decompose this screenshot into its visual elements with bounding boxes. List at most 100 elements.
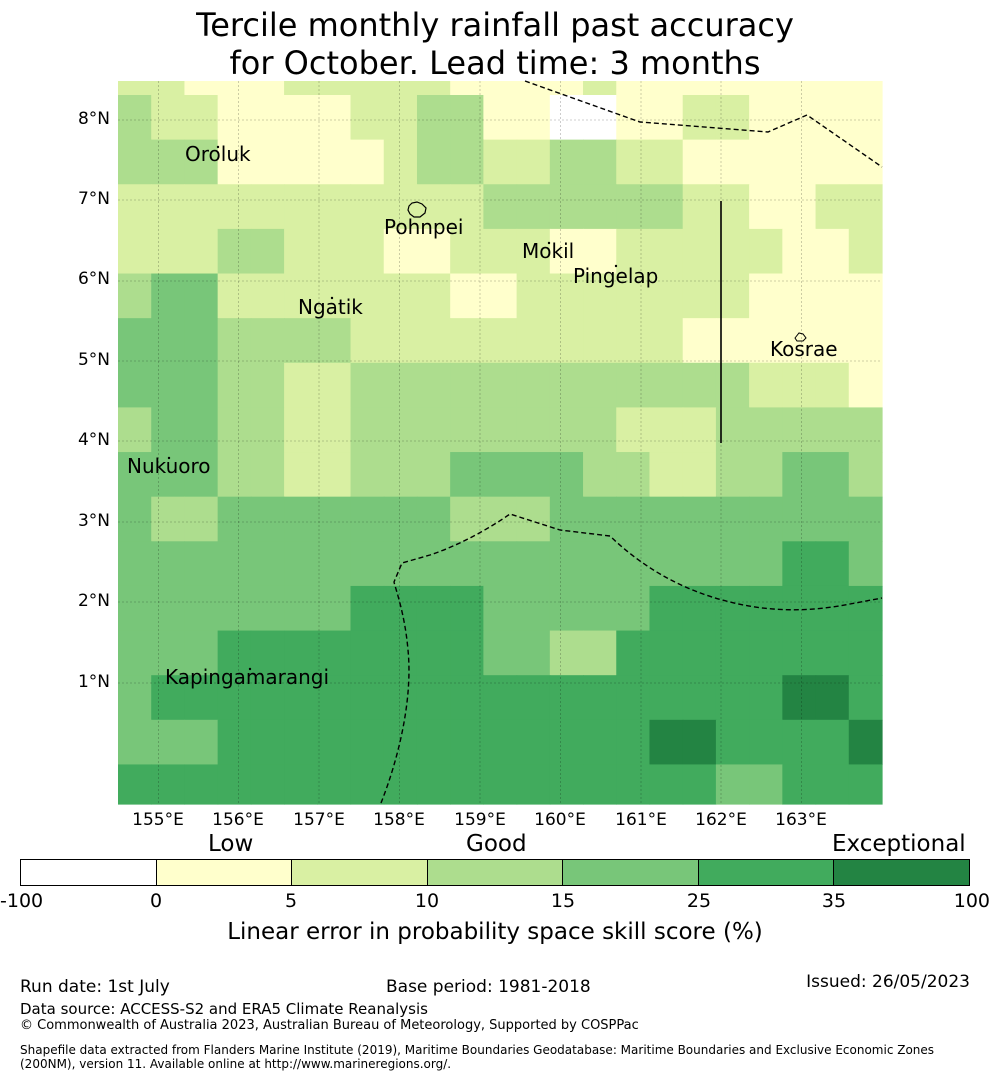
grid-cell [616,407,651,453]
colorbar-tick-100: 100 [953,890,990,912]
grid-cell [383,630,418,676]
grid-cell [217,541,252,587]
grid-cell [815,362,850,409]
grid-cell [616,95,651,141]
grid-cell [815,273,850,319]
grid-cell [715,95,750,141]
grid-cell [516,228,551,275]
grid-cell [516,496,551,542]
grid-cell [217,719,252,766]
oroluk-atoll-marker [216,145,220,149]
grid-cell [749,273,783,319]
grid-cell [317,407,352,453]
ngatik-atoll-marker [330,296,334,300]
colorbar-segment-1 [21,860,157,885]
grid-cell [583,541,617,587]
grid-cell [317,452,352,498]
grid-cell [516,318,551,364]
grid-cell [483,362,518,409]
grid-cell [549,719,584,766]
grid-cell [483,764,518,805]
grid-cell [118,719,152,766]
lat-label-5n: 5°N [77,350,110,370]
grid-cell [284,139,318,185]
grid-cell [483,184,518,230]
grid-cell [682,273,717,319]
grid-cell [749,496,783,542]
grid-cell [383,95,418,141]
mokil-atoll-marker [547,241,551,245]
grid-cell [848,585,883,632]
place-label-ngatik: Ngatik [298,295,363,319]
grid-cell [450,675,484,721]
grid-cell [217,139,252,185]
grid-cell [583,675,617,721]
grid-cell [450,496,484,542]
grid-cell [549,184,584,230]
grid-cell [118,318,152,364]
grid-cell [118,139,152,185]
grid-cell [151,273,186,319]
grid-cell [483,95,518,141]
grid-cell [383,228,418,275]
lat-label-2n: 2°N [77,591,110,611]
grid-cell [583,719,617,766]
grid-cell [151,228,186,275]
grid-cell [416,139,451,185]
grid-cell [151,407,186,453]
grid-cell [383,139,418,185]
pingelap-atoll-marker [614,264,618,268]
grid-cell [715,452,750,498]
grid-cell [151,496,186,542]
grid-cell [450,541,484,587]
grid-cell [549,139,584,185]
grid-cell [815,228,850,275]
grid-cell [250,630,285,676]
grid-cell [383,318,418,364]
grid-cell [616,675,651,721]
grid-cell [749,764,783,805]
grid-cell [715,81,750,96]
grid-cell [416,764,451,805]
grid-cell [317,496,352,542]
grid-cell [118,95,152,141]
grid-cell [118,630,152,676]
lon-label-163e: 163°E [775,810,827,830]
grid-cell [317,764,352,805]
grid-cell [616,764,651,805]
grid-cell [217,675,252,721]
grid-cell [350,273,385,319]
grid-cell [649,675,684,721]
grid-cell [416,273,451,319]
grid-cell [848,719,883,766]
grid-cell [217,362,252,409]
grid-cell [118,228,152,275]
grid-cell [782,407,817,453]
grid-cell [317,184,352,230]
grid-cell [583,630,617,676]
grid-cell [317,362,352,409]
grid-cell [217,184,252,230]
grid-cell [815,719,850,766]
grid-cell [317,719,352,766]
grid-cell [749,318,783,364]
grid-cell [516,630,551,676]
grid-cell [616,452,651,498]
grid-cell [217,318,252,364]
grid-cell [350,228,385,275]
grid-cell [649,630,684,676]
grid-cell [549,630,584,676]
grid-cell [848,81,883,96]
grid-cell [516,407,551,453]
grid-cell [682,362,717,409]
grid-cell [583,407,617,453]
grid-cell [250,541,285,587]
grid-cell [250,228,285,275]
grid-cell [450,452,484,498]
grid-cell [483,541,518,587]
colorbar [20,859,970,886]
grid-cell [815,541,850,587]
kapingamarangi-atoll-marker [248,667,252,671]
grid-cell [649,496,684,542]
grid-cell [848,764,883,805]
